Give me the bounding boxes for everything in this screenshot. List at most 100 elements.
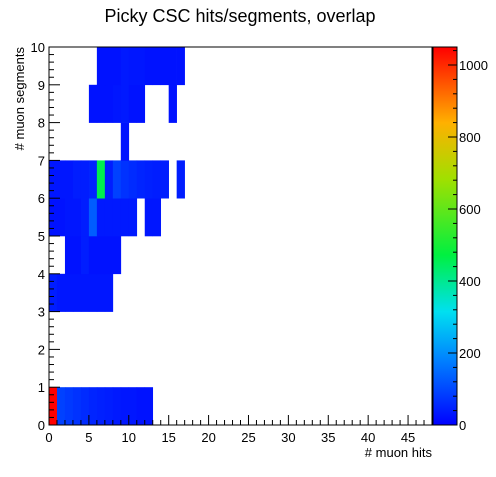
heatmap-cell <box>64 160 74 199</box>
x-tick-label: 35 <box>321 430 335 445</box>
x-tick-label: 20 <box>201 430 215 445</box>
x-tick-label: 45 <box>401 430 415 445</box>
heatmap-cell <box>88 273 98 312</box>
heatmap-cell <box>112 84 122 123</box>
heatmap-cell <box>160 47 169 86</box>
heatmap-cell <box>104 160 114 199</box>
heatmap-cell <box>56 198 66 237</box>
y-tick-label: 8 <box>38 116 45 131</box>
heatmap-cell <box>144 198 154 237</box>
heatmap-cell <box>168 47 177 86</box>
heatmap-cell <box>176 160 185 199</box>
y-axis: 0 1 2 3 4 5 6 7 8 9 10 <box>31 40 60 433</box>
colorbar-tick-label: 200 <box>459 346 481 361</box>
heatmap-cell <box>96 236 106 275</box>
heatmap-cell <box>136 84 146 123</box>
heatmap-cell <box>168 84 177 123</box>
heatmap-cell <box>104 236 114 275</box>
heatmap-cell <box>120 198 130 237</box>
heatmap-cell <box>80 273 90 312</box>
heatmap-cell <box>136 387 146 426</box>
heatmap-cell <box>88 160 98 199</box>
heatmap-cell <box>80 160 90 199</box>
heatmap-cell <box>56 387 66 426</box>
heatmap-cell <box>104 273 114 312</box>
heatmap-cell <box>120 122 130 161</box>
heatmap-cell <box>112 160 122 199</box>
heatmap-cell <box>152 160 162 199</box>
heatmap-cell <box>96 273 106 312</box>
colorbar-tick-label: 800 <box>459 130 481 145</box>
heatmap-cell <box>128 160 138 199</box>
y-tick-label: 9 <box>38 78 45 93</box>
chart-title: Picky CSC hits/segments, overlap <box>104 6 375 26</box>
heatmap-cell <box>128 387 138 426</box>
heatmap-cell <box>64 387 74 426</box>
heatmap-cell <box>104 84 114 123</box>
heatmap-cell <box>144 387 154 426</box>
x-tick-label: 5 <box>85 430 92 445</box>
heatmap-cell <box>56 160 66 199</box>
heatmap-cell <box>104 198 114 237</box>
y-tick-label: 7 <box>38 153 45 168</box>
heatmap-cell <box>64 236 74 275</box>
heatmap-cell <box>176 47 185 86</box>
heatmap-cell <box>72 198 82 237</box>
colorbar-tick-label: 0 <box>459 418 466 433</box>
heatmap-cell <box>144 47 154 86</box>
heatmap-cell <box>80 198 90 237</box>
heatmap-cell <box>96 84 106 123</box>
y-tick-label: 10 <box>31 40 45 55</box>
colorbar-tick-label: 600 <box>459 202 481 217</box>
y-tick-label: 4 <box>38 267 45 282</box>
heatmap-cell <box>49 198 58 237</box>
heatmap-cell <box>152 198 162 237</box>
heatmap-cell <box>96 47 106 86</box>
x-tick-label: 15 <box>161 430 175 445</box>
heatmap-cell <box>112 198 122 237</box>
heatmap-cell <box>80 236 90 275</box>
heatmap-cell <box>49 160 58 199</box>
heatmap-cell <box>72 236 82 275</box>
heatmap-cell <box>128 198 138 237</box>
heatmap-cell <box>72 273 82 312</box>
heatmap-cell <box>128 84 138 123</box>
heatmap-cell <box>64 198 74 237</box>
heatmap-cell <box>72 387 82 426</box>
y-tick-label: 5 <box>38 229 45 244</box>
heatmap-cell <box>120 84 130 123</box>
y-tick-label: 0 <box>38 418 45 433</box>
heatmap-cell <box>112 236 122 275</box>
heatmap-cell <box>96 198 106 237</box>
heatmap-cell <box>104 47 114 86</box>
x-axis-label: # muon hits <box>365 445 433 460</box>
heatmap-cell <box>88 84 98 123</box>
heatmap-cell <box>152 47 162 86</box>
heatmap-cell <box>49 387 58 426</box>
y-axis-label: # muon segments <box>12 47 27 151</box>
heatmap-cell <box>64 273 74 312</box>
x-tick-label: 10 <box>122 430 136 445</box>
heatmap-cell <box>136 47 146 86</box>
colorbar-tick-label: 1000 <box>459 58 488 73</box>
heatmap-cell <box>80 387 90 426</box>
heatmap-cell <box>120 160 130 199</box>
heatmap-cell <box>72 160 82 199</box>
x-tick-label: 25 <box>241 430 255 445</box>
heatmap-cell <box>128 47 138 86</box>
heatmap-cell <box>120 47 130 86</box>
heatmap-cell <box>88 387 98 426</box>
heatmap-cell <box>49 273 58 312</box>
heatmap-cell <box>120 387 130 426</box>
heatmap-cell <box>96 160 106 199</box>
colorbar-axis: 0 200 400 600 800 1000 <box>448 50 488 433</box>
x-tick-label: 40 <box>361 430 375 445</box>
heatmap-cell <box>136 160 146 199</box>
x-tick-label: 30 <box>281 430 295 445</box>
x-tick-label: 0 <box>45 430 52 445</box>
colorbar <box>432 46 458 426</box>
heatmap-cell <box>144 160 154 199</box>
heatmap-cell <box>56 273 66 312</box>
